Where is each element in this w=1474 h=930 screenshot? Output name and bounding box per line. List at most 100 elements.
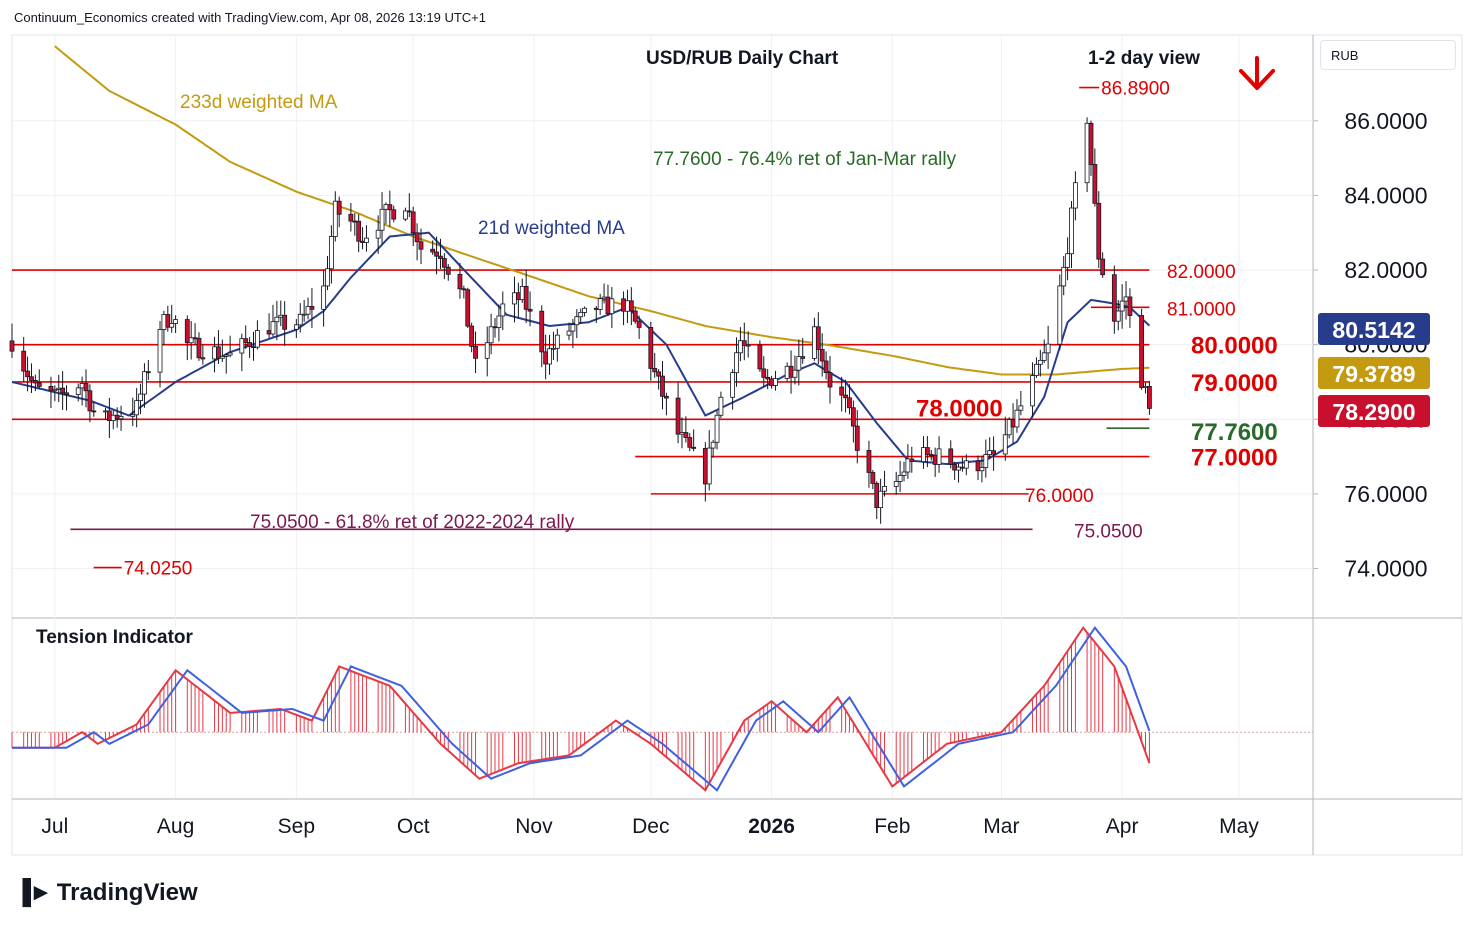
- candle-body: [87, 390, 93, 412]
- candle-body: [519, 286, 525, 301]
- level-label: 80.0000: [1191, 333, 1278, 360]
- candle-body: [465, 289, 471, 327]
- candle-body: [297, 313, 303, 326]
- candle-body: [403, 210, 408, 220]
- candle-body: [336, 200, 342, 215]
- candle-body: [878, 490, 884, 508]
- candle-body: [212, 346, 217, 360]
- candle-body: [675, 397, 681, 435]
- candle-body: [960, 466, 965, 469]
- candle-body: [192, 337, 198, 340]
- candle-body: [745, 344, 751, 347]
- candle-body: [469, 325, 475, 347]
- candle-body: [702, 448, 708, 485]
- candle-body: [243, 338, 249, 343]
- brand-name: TradingView: [56, 879, 198, 906]
- candle-body: [496, 315, 502, 328]
- candle-body: [593, 307, 599, 310]
- candle-body: [882, 485, 887, 492]
- candle-body: [438, 255, 443, 259]
- candle-body: [1057, 285, 1063, 345]
- candle-body: [227, 352, 233, 356]
- candle-body: [765, 376, 771, 380]
- candle-body: [274, 316, 280, 323]
- candle-body: [329, 236, 334, 270]
- x-tick-label: Aug: [157, 815, 194, 838]
- candle-body: [893, 481, 899, 487]
- candle-body: [254, 330, 260, 348]
- candle-body: [1123, 296, 1129, 302]
- candle-body: [142, 371, 147, 395]
- x-tick-label: Dec: [632, 815, 669, 838]
- candle-body: [364, 237, 369, 243]
- candle-body: [239, 338, 245, 354]
- candle-body: [601, 296, 607, 300]
- candle-body: [118, 416, 124, 420]
- candle-body: [691, 446, 697, 449]
- chart-attribution: Continuum_Economics created with Trading…: [14, 10, 486, 25]
- candle-body: [812, 326, 817, 359]
- indicator-title: Tension Indicator: [36, 627, 194, 648]
- level-label: 77.0000: [1191, 445, 1278, 472]
- candle-body: [52, 388, 58, 392]
- candle-body: [223, 354, 229, 357]
- level-label: 81.0000: [1167, 299, 1236, 320]
- candle-body: [348, 213, 354, 222]
- candle-body: [500, 303, 506, 317]
- candle-body: [1100, 258, 1106, 276]
- candle-body: [356, 220, 362, 242]
- candle-body: [114, 414, 120, 420]
- y-tick-label: 74.0000: [1344, 556, 1427, 582]
- candle-body: [854, 425, 860, 451]
- candle-body: [570, 324, 576, 332]
- chart-title: USD/RUB Daily Chart: [646, 48, 839, 69]
- candle-body: [1147, 386, 1152, 409]
- candle-body: [1061, 266, 1067, 287]
- candle-body: [800, 356, 806, 359]
- candle-body: [110, 414, 116, 422]
- candle-body: [36, 382, 42, 387]
- candle-body: [1072, 182, 1078, 209]
- candle-body: [679, 432, 685, 435]
- candle-body: [56, 387, 62, 390]
- candle-body: [819, 349, 825, 362]
- ma21-annotation: 21d weighted MA: [478, 218, 625, 239]
- candle-body: [130, 414, 136, 417]
- candle-body: [757, 344, 763, 370]
- candle-body: [383, 204, 389, 210]
- candle-body: [718, 396, 724, 416]
- candle-body: [582, 307, 587, 313]
- candle-body: [21, 350, 27, 372]
- candle-body: [430, 248, 436, 253]
- currency-label[interactable]: RUB: [1320, 40, 1456, 70]
- candle-body: [512, 292, 517, 305]
- y-tick-label: 86.0000: [1344, 108, 1427, 134]
- candle-body: [1084, 122, 1090, 184]
- ma21-line: [11, 231, 1151, 466]
- candle-body: [730, 372, 736, 398]
- candle-body: [823, 360, 829, 374]
- candle-body: [165, 314, 171, 328]
- candle-body: [905, 458, 911, 473]
- candle-body: [145, 371, 151, 374]
- candle-body: [379, 208, 385, 231]
- candle-body: [632, 310, 638, 322]
- candle-body: [628, 300, 634, 312]
- candle-body: [1045, 343, 1051, 354]
- candle-body: [979, 467, 985, 472]
- candle-body: [714, 414, 720, 443]
- candle-body: [484, 342, 490, 359]
- candle-body: [418, 241, 424, 250]
- candle-body: [60, 387, 66, 394]
- y-tick-label: 84.0000: [1344, 182, 1427, 208]
- candle-body: [138, 393, 143, 402]
- candle-body: [1139, 315, 1145, 388]
- candle-body: [301, 313, 307, 316]
- x-tick-label: Mar: [983, 815, 1019, 838]
- candle-body: [784, 365, 790, 379]
- price-badge-label: 78.2900: [1332, 399, 1415, 425]
- level-label: 79.0000: [1191, 370, 1278, 397]
- candle-body: [188, 337, 194, 344]
- candle-body: [850, 407, 856, 427]
